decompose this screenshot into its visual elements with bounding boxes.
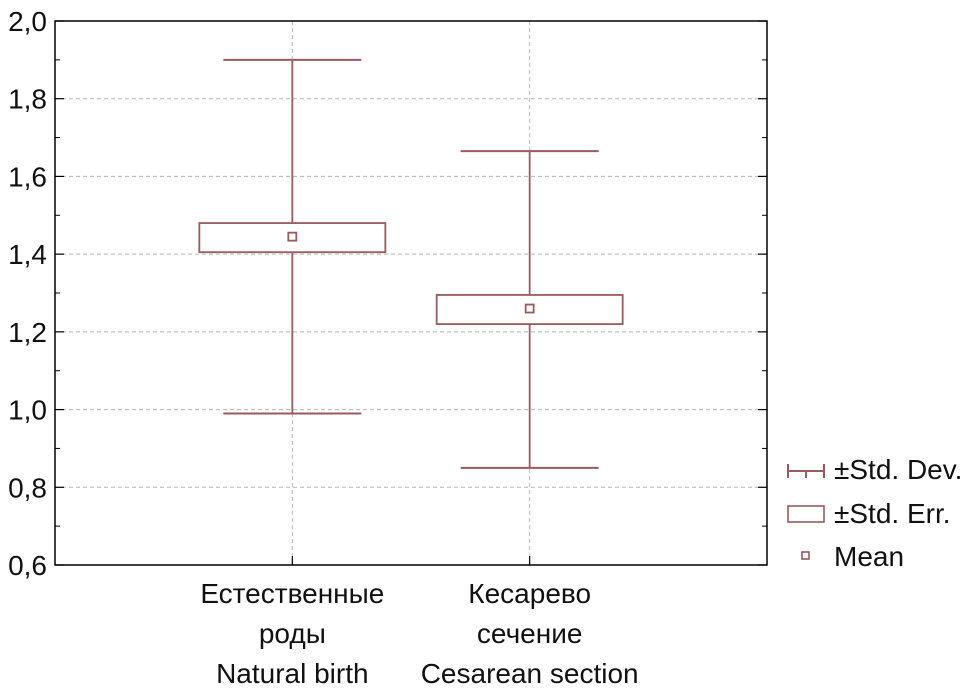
x-axis: Естественные роды Natural birth Кесарево сеч… [200, 556, 639, 689]
plot-frame [54, 20, 768, 566]
std-dev-icon [787, 464, 825, 478]
legend: ±Std. Dev. ±Std. Err. Mean [787, 454, 962, 572]
x-category-label: Natural birth [216, 658, 369, 689]
legend-item-std-err: ±Std. Err. [787, 498, 951, 529]
y-tick-label: 1,8 [8, 84, 47, 115]
y-tick-label: 1,6 [8, 161, 47, 192]
legend-item-std-dev: ±Std. Dev. [787, 454, 962, 485]
y-axis: 0,6 0,8 1,0 1,2 1,4 1,6 1,8 2,0 [8, 6, 767, 581]
legend-label-std-dev: ±Std. Dev. [834, 454, 962, 485]
plot-series [198, 58, 624, 469]
group-1 [198, 58, 387, 415]
y-tick-label: 1,0 [8, 395, 47, 426]
y-tick-label: 2,0 [8, 6, 47, 37]
std-err-icon [787, 505, 825, 523]
x-category-label: роды [259, 618, 326, 649]
legend-item-mean: Mean [801, 541, 904, 572]
x-category-label: Cesarean section [421, 658, 639, 689]
grid [55, 21, 767, 565]
mean-icon [801, 551, 810, 560]
legend-label-mean: Mean [834, 541, 904, 572]
mean-marker [287, 231, 298, 242]
y-tick-label: 0,6 [8, 550, 47, 581]
x-category-label: Кесарево [468, 578, 591, 609]
group-2 [435, 150, 624, 469]
y-tick-label: 1,2 [8, 317, 47, 348]
x-category-label: сечение [477, 618, 582, 649]
x-category-label: Естественные [200, 578, 384, 609]
legend-label-std-err: ±Std. Err. [834, 498, 951, 529]
y-tick-label: 0,8 [8, 472, 47, 503]
mean-marker [524, 303, 535, 314]
y-tick-label: 1,4 [8, 239, 47, 270]
